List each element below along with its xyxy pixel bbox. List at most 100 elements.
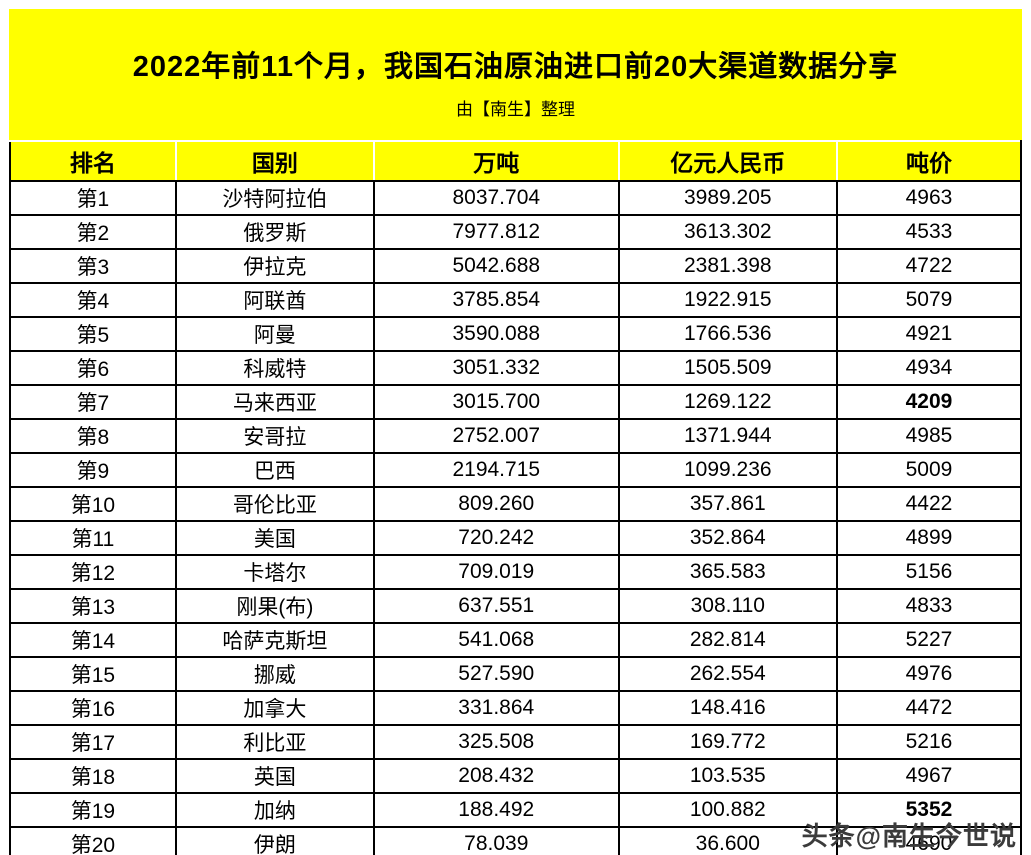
table-header: 排名 国别 万吨 亿元人民币 吨价	[9, 140, 1023, 182]
column-header-tons: 万吨	[372, 140, 620, 182]
cell-country: 卡塔尔	[174, 554, 375, 590]
cell-rank: 第12	[9, 554, 177, 590]
column-header-price: 吨价	[835, 140, 1023, 182]
cell-rank: 第9	[9, 452, 177, 488]
table-row: 第20 伊朗 78.039 36.600 4690	[9, 826, 1023, 855]
table-row: 第18 英国 208.432 103.535 4967	[9, 758, 1023, 794]
cell-value: 148.416	[617, 690, 838, 726]
cell-value: 103.535	[617, 758, 838, 794]
cell-country: 巴西	[174, 452, 375, 488]
cell-country: 哥伦比亚	[174, 486, 375, 522]
cell-country: 加拿大	[174, 690, 375, 726]
cell-value: 1371.944	[617, 418, 838, 454]
cell-country: 安哥拉	[174, 418, 375, 454]
cell-country: 阿联酋	[174, 282, 375, 318]
table-row: 第4 阿联酋 3785.854 1922.915 5079	[9, 282, 1023, 318]
cell-rank: 第3	[9, 248, 177, 284]
cell-value: 36.600	[617, 826, 838, 855]
table-row: 第13 刚果(布) 637.551 308.110 4833	[9, 588, 1023, 624]
cell-price: 4422	[835, 486, 1023, 522]
title-block: 2022年前11个月，我国石油原油进口前20大渠道数据分享 由【南生】整理	[9, 9, 1022, 140]
cell-rank: 第6	[9, 350, 177, 386]
cell-tons: 2752.007	[372, 418, 620, 454]
cell-rank: 第1	[9, 180, 177, 216]
cell-rank: 第14	[9, 622, 177, 658]
table-row: 第14 哈萨克斯坦 541.068 282.814 5227	[9, 622, 1023, 658]
cell-rank: 第19	[9, 792, 177, 828]
cell-country: 沙特阿拉伯	[174, 180, 375, 216]
cell-tons: 3590.088	[372, 316, 620, 352]
table-row: 第15 挪威 527.590 262.554 4976	[9, 656, 1023, 692]
cell-value: 1922.915	[617, 282, 838, 318]
cell-country: 哈萨克斯坦	[174, 622, 375, 658]
cell-country: 阿曼	[174, 316, 375, 352]
page-title: 2022年前11个月，我国石油原油进口前20大渠道数据分享	[132, 51, 899, 83]
table-row: 第17 利比亚 325.508 169.772 5216	[9, 724, 1023, 760]
cell-value: 352.864	[617, 520, 838, 556]
cell-country: 利比亚	[174, 724, 375, 760]
cell-price: 4976	[835, 656, 1023, 692]
cell-price: 5079	[835, 282, 1023, 318]
table-row: 第10 哥伦比亚 809.260 357.861 4422	[9, 486, 1023, 522]
cell-tons: 541.068	[372, 622, 620, 658]
table-row: 第8 安哥拉 2752.007 1371.944 4985	[9, 418, 1023, 454]
cell-value: 1269.122	[617, 384, 838, 420]
column-header-value: 亿元人民币	[617, 140, 838, 182]
cell-rank: 第4	[9, 282, 177, 318]
cell-price: 5156	[835, 554, 1023, 590]
table-row: 第9 巴西 2194.715 1099.236 5009	[9, 452, 1023, 488]
cell-rank: 第2	[9, 214, 177, 250]
cell-value: 1505.509	[617, 350, 838, 386]
page-subtitle: 由【南生】整理	[456, 100, 575, 119]
cell-rank: 第15	[9, 656, 177, 692]
cell-tons: 331.864	[372, 690, 620, 726]
cell-value: 3613.302	[617, 214, 838, 250]
cell-value: 262.554	[617, 656, 838, 692]
cell-value: 357.861	[617, 486, 838, 522]
cell-price: 5227	[835, 622, 1023, 658]
cell-rank: 第16	[9, 690, 177, 726]
cell-value: 2381.398	[617, 248, 838, 284]
column-header-country: 国别	[174, 140, 375, 182]
cell-tons: 325.508	[372, 724, 620, 760]
cell-tons: 3785.854	[372, 282, 620, 318]
cell-rank: 第7	[9, 384, 177, 420]
cell-price: 4472	[835, 690, 1023, 726]
cell-tons: 8037.704	[372, 180, 620, 216]
table-body: 第1 沙特阿拉伯 8037.704 3989.205 4963 第2 俄罗斯 7977.812…	[9, 180, 1023, 855]
cell-rank: 第20	[9, 826, 177, 855]
cell-tons: 2194.715	[372, 452, 620, 488]
table-row: 第12 卡塔尔 709.019 365.583 5156	[9, 554, 1023, 590]
cell-price: 4722	[835, 248, 1023, 284]
cell-value: 3989.205	[617, 180, 838, 216]
import-data-table: 排名 国别 万吨 亿元人民币 吨价 第1 沙特阿拉伯 8037.704 3989.20…	[9, 140, 1023, 855]
cell-price: 5216	[835, 724, 1023, 760]
cell-price: 4967	[835, 758, 1023, 794]
cell-country: 马来西亚	[174, 384, 375, 420]
cell-tons: 3051.332	[372, 350, 620, 386]
cell-rank: 第10	[9, 486, 177, 522]
cell-value: 365.583	[617, 554, 838, 590]
header-row: 排名 国别 万吨 亿元人民币 吨价	[9, 140, 1023, 182]
table-row: 第11 美国 720.242 352.864 4899	[9, 520, 1023, 556]
cell-price: 5009	[835, 452, 1023, 488]
cell-rank: 第13	[9, 588, 177, 624]
cell-price: 4209	[835, 384, 1023, 420]
cell-country: 刚果(布)	[174, 588, 375, 624]
cell-country: 俄罗斯	[174, 214, 375, 250]
cell-tons: 720.242	[372, 520, 620, 556]
cell-price: 5352	[835, 792, 1023, 828]
table-row: 第1 沙特阿拉伯 8037.704 3989.205 4963	[9, 180, 1023, 216]
cell-price: 4985	[835, 418, 1023, 454]
column-header-rank: 排名	[9, 140, 177, 182]
cell-tons: 3015.700	[372, 384, 620, 420]
cell-tons: 7977.812	[372, 214, 620, 250]
cell-rank: 第8	[9, 418, 177, 454]
cell-country: 加纳	[174, 792, 375, 828]
cell-price: 4833	[835, 588, 1023, 624]
cell-rank: 第17	[9, 724, 177, 760]
cell-rank: 第18	[9, 758, 177, 794]
cell-price: 4921	[835, 316, 1023, 352]
cell-country: 挪威	[174, 656, 375, 692]
table-row: 第2 俄罗斯 7977.812 3613.302 4533	[9, 214, 1023, 250]
